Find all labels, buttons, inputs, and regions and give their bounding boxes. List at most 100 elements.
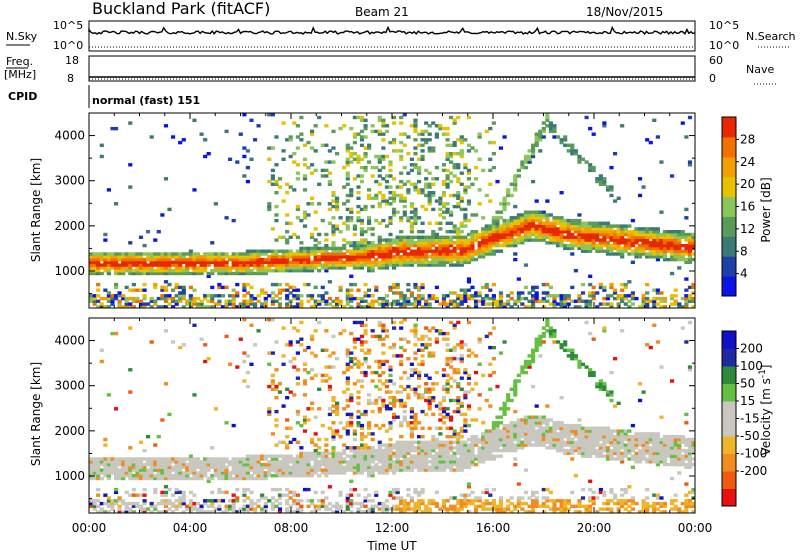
power-cell xyxy=(630,218,635,223)
power-cell xyxy=(192,257,197,262)
power-cell xyxy=(160,288,165,292)
power-cell xyxy=(417,257,422,262)
power-cell xyxy=(399,199,404,203)
velocity-cell xyxy=(299,457,304,461)
power-cell xyxy=(641,252,646,256)
power-cell xyxy=(163,260,169,264)
velocity-cell xyxy=(281,471,286,475)
velocity-cell xyxy=(463,499,468,503)
power-cell xyxy=(188,257,193,262)
velocity-cell xyxy=(306,465,311,469)
power-cell xyxy=(367,260,372,264)
velocity-cell xyxy=(89,476,94,481)
velocity-cell xyxy=(267,412,272,417)
power-cell xyxy=(324,243,329,248)
power-cell xyxy=(274,269,279,273)
power-cell xyxy=(338,266,343,270)
power-cell xyxy=(220,305,226,308)
power-cell xyxy=(188,271,193,276)
velocity-cell xyxy=(445,462,450,467)
velocity-cell xyxy=(299,510,304,513)
velocity-cell xyxy=(181,496,186,500)
power-cell xyxy=(324,257,329,262)
velocity-cell xyxy=(331,504,336,508)
velocity-cell xyxy=(345,387,350,391)
velocity-cell xyxy=(217,471,222,475)
power-cell xyxy=(388,263,393,267)
power-cell xyxy=(491,230,496,234)
velocity-cell xyxy=(327,365,332,369)
power-cell xyxy=(370,249,375,253)
velocity-cell xyxy=(110,471,115,475)
velocity-cell xyxy=(377,323,382,327)
velocity-cell xyxy=(349,351,354,355)
power-cell xyxy=(377,118,382,122)
power-cell xyxy=(559,140,564,145)
power-cell xyxy=(409,243,414,248)
power-cell xyxy=(673,302,678,306)
velocity-cell xyxy=(295,474,300,478)
power-cell xyxy=(377,252,382,256)
power-cell xyxy=(563,143,568,147)
velocity-cell xyxy=(363,435,368,439)
power-cell xyxy=(135,296,140,301)
velocity-cell xyxy=(285,501,290,506)
power-cell xyxy=(302,255,308,259)
velocity-cell xyxy=(192,493,197,497)
power-cell xyxy=(356,252,361,256)
velocity-cell xyxy=(277,474,283,478)
power-cell xyxy=(556,221,561,225)
power-cell xyxy=(491,152,496,156)
power-cell xyxy=(388,216,393,220)
power-cell xyxy=(352,152,357,156)
power-cell xyxy=(345,174,350,178)
power-cell xyxy=(538,232,543,237)
power-cell xyxy=(456,165,461,170)
velocity-cell xyxy=(288,496,293,500)
power-cell xyxy=(377,204,382,209)
power-cell xyxy=(178,140,183,145)
velocity-cell xyxy=(420,448,425,453)
velocity-cell xyxy=(381,404,386,408)
power-cell xyxy=(541,126,546,131)
velocity-cell xyxy=(449,496,454,500)
power-cell xyxy=(277,269,283,273)
velocity-cell xyxy=(128,462,133,467)
power-cell xyxy=(374,288,379,292)
power-cell xyxy=(441,191,447,195)
power-cell xyxy=(327,260,332,264)
power-cell xyxy=(313,249,318,253)
velocity-cell xyxy=(199,460,204,464)
power-cell xyxy=(527,232,532,237)
power-cell xyxy=(584,243,589,248)
velocity-cell xyxy=(256,460,261,464)
power-cell xyxy=(691,238,695,242)
velocity-cell xyxy=(441,465,447,469)
velocity-cell xyxy=(295,462,300,467)
power-cell xyxy=(445,174,450,178)
power-cell xyxy=(260,291,265,295)
power-cell xyxy=(377,246,382,251)
power-cell xyxy=(484,241,489,245)
velocity-cell xyxy=(99,501,104,506)
power-cell xyxy=(463,246,468,251)
power-cell xyxy=(523,160,529,164)
power-cell xyxy=(103,255,108,259)
power-cell xyxy=(331,199,336,203)
power-cell xyxy=(392,291,397,295)
power-cell xyxy=(277,235,283,239)
velocity-cell xyxy=(138,440,144,444)
power-cell xyxy=(352,249,357,253)
velocity-cell xyxy=(395,504,400,508)
velocity-cell xyxy=(263,471,268,475)
velocity-cell xyxy=(171,476,176,481)
velocity-cell xyxy=(424,448,429,453)
power-cell xyxy=(491,227,496,231)
power-cell xyxy=(466,252,472,256)
velocity-cell xyxy=(452,379,457,383)
power-cell xyxy=(384,238,390,242)
velocity-cell xyxy=(438,446,443,450)
power-cell xyxy=(228,255,233,259)
velocity-cell xyxy=(324,451,329,456)
power-cell xyxy=(163,263,169,267)
